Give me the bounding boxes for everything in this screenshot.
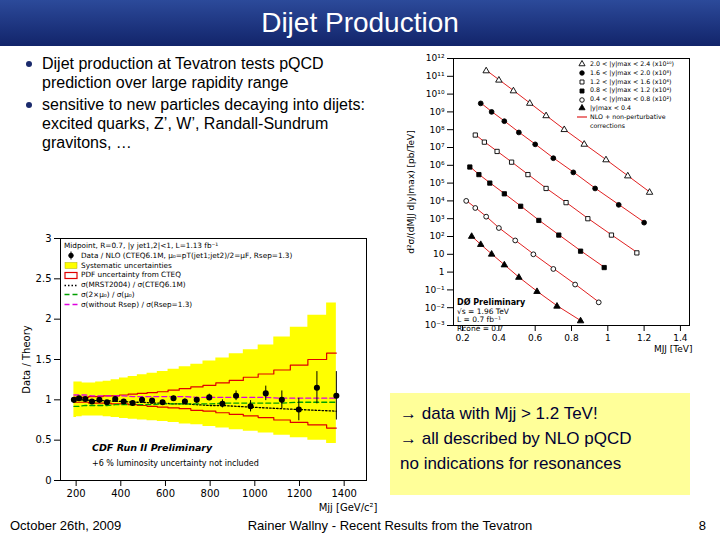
svg-text:10³: 10³ xyxy=(429,214,444,224)
svg-text:MJJ [TeV]: MJJ [TeV] xyxy=(654,344,693,354)
html-text:σ(2×μ₀) / σ(μ₀): σ(2×μ₀) / σ(μ₀) xyxy=(81,290,135,299)
svg-text:10⁻¹: 10⁻¹ xyxy=(425,285,445,295)
svg-text:1200: 1200 xyxy=(287,488,312,499)
svg-text:1: 1 xyxy=(45,394,51,405)
html-text:Rainer Wallny - Recent Results: Rainer Wallny - Recent Results from the … xyxy=(247,518,533,533)
svg-text:10⁻²: 10⁻² xyxy=(425,303,445,313)
svg-text:0.5: 0.5 xyxy=(36,434,52,445)
svg-text:10⁷: 10⁷ xyxy=(429,142,444,152)
html-text:Dijet Production: Dijet Production xyxy=(261,7,459,38)
html-text:1.6 < |y|max < 2.0 (x10⁸): 1.6 < |y|max < 2.0 (x10⁸) xyxy=(590,68,672,76)
svg-text:3: 3 xyxy=(45,233,51,244)
html-text:σ(without Rsep) / σ(Rsep=1.3): σ(without Rsep) / σ(Rsep=1.3) xyxy=(81,299,193,309)
svg-text:10⁹: 10⁹ xyxy=(429,107,444,117)
html-text:8: 8 xyxy=(698,518,706,533)
svg-text:10: 10 xyxy=(433,249,445,259)
html-text:0.4 < |y|max < 0.8 (x10²): 0.4 < |y|max < 0.8 (x10²) xyxy=(590,95,672,103)
html-text:DØ Preliminary: DØ Preliminary xyxy=(457,298,526,307)
svg-text:10⁵: 10⁵ xyxy=(429,178,444,188)
svg-text:10⁴: 10⁴ xyxy=(429,196,444,206)
svg-text:10¹⁰: 10¹⁰ xyxy=(426,89,445,99)
svg-text:Data / Theory: Data / Theory xyxy=(21,325,32,393)
svg-text:1: 1 xyxy=(439,267,445,277)
svg-text:2.5: 2.5 xyxy=(36,273,52,284)
svg-text:400: 400 xyxy=(111,488,130,499)
html-text:sensitive to new particles dec: sensitive to new particles decaying into… xyxy=(42,96,365,151)
svg-text:1000: 1000 xyxy=(242,488,267,499)
html-text:2.0 < |y|max < 2.4 (x10¹⁰): 2.0 < |y|max < 2.4 (x10¹⁰) xyxy=(590,60,674,67)
html-text:PDF uncertainty from CTEQ: PDF uncertainty from CTEQ xyxy=(81,270,181,280)
svg-text:0.2: 0.2 xyxy=(455,333,469,343)
html-text:+6 % luminosity uncertainty no: +6 % luminosity uncertainty not included xyxy=(92,459,259,468)
svg-text:0.4: 0.4 xyxy=(492,333,507,343)
svg-text:1.4: 1.4 xyxy=(673,333,688,343)
svg-text:0.6: 0.6 xyxy=(528,333,543,343)
html-text:October 26th, 2009: October 26th, 2009 xyxy=(10,518,122,533)
svg-text:10⁸: 10⁸ xyxy=(429,125,444,135)
html-text:→ data with Mjj > 1.2 TeV!: → data with Mjj > 1.2 TeV! xyxy=(400,404,598,423)
svg-text:Mjj [GeV/c²]: Mjj [GeV/c²] xyxy=(319,502,378,513)
html-text:CDF Run II Preliminary: CDF Run II Preliminary xyxy=(92,442,213,453)
svg-text:10⁻³: 10⁻³ xyxy=(425,320,445,330)
svg-text:600: 600 xyxy=(156,488,175,499)
svg-text:1: 1 xyxy=(605,333,611,343)
html-text:Dijet production at Tevatron t: Dijet production at Tevatron tests pQCD … xyxy=(42,55,324,91)
html-text:|y|max < 0.4: |y|max < 0.4 xyxy=(590,104,631,111)
html-text:NLO + non-perturbative correct: NLO + non-perturbative corrections xyxy=(590,112,666,129)
html-text:0.8 < |y|max < 1.2 (x10⁴): 0.8 < |y|max < 1.2 (x10⁴) xyxy=(590,86,672,94)
svg-text:0: 0 xyxy=(45,475,51,486)
html-text:Midpoint, R=0.7, |y jet1,2|<1,: Midpoint, R=0.7, |y jet1,2|<1, L=1.13 fb… xyxy=(64,241,219,250)
html-text:no indications for resonances: no indications for resonances xyxy=(400,454,622,473)
html-text:Data / NLO (CTEQ6.1M, μ₀=pT(je: Data / NLO (CTEQ6.1M, μ₀=pT(jet1;jet2)/2… xyxy=(81,250,293,260)
svg-text:d²σ/(dMJJ d|y|max) [pb/TeV]: d²σ/(dMJJ d|y|max) [pb/TeV] xyxy=(406,130,416,253)
html-text:L = 0.7 fb⁻¹: L = 0.7 fb⁻¹ xyxy=(457,315,501,324)
svg-text:0.8: 0.8 xyxy=(564,333,579,343)
svg-text:200: 200 xyxy=(67,488,86,499)
html-text:Systematic uncertainties: Systematic uncertainties xyxy=(81,260,172,270)
svg-text:1400: 1400 xyxy=(331,488,356,499)
html-text:σ(MRST2004) / σ(CTEQ6.1M): σ(MRST2004) / σ(CTEQ6.1M) xyxy=(81,280,186,290)
svg-text:1.5: 1.5 xyxy=(36,354,52,365)
svg-text:2: 2 xyxy=(45,313,51,324)
html-text:Rcone = 0.7: Rcone = 0.7 xyxy=(457,323,504,333)
svg-text:1.2: 1.2 xyxy=(637,333,651,343)
html-text:1.2 < |y|max < 1.6 (x10⁶): 1.2 < |y|max < 1.6 (x10⁶) xyxy=(590,77,672,85)
html-text:√s = 1.96 TeV: √s = 1.96 TeV xyxy=(457,306,509,316)
html-text:→ all described by NLO pQCD: → all described by NLO pQCD xyxy=(400,429,632,448)
svg-text:10²: 10² xyxy=(429,231,444,241)
svg-text:800: 800 xyxy=(201,488,220,499)
svg-text:10¹¹: 10¹¹ xyxy=(426,71,445,81)
svg-text:10⁶: 10⁶ xyxy=(429,160,444,170)
svg-text:10¹²: 10¹² xyxy=(426,53,445,63)
